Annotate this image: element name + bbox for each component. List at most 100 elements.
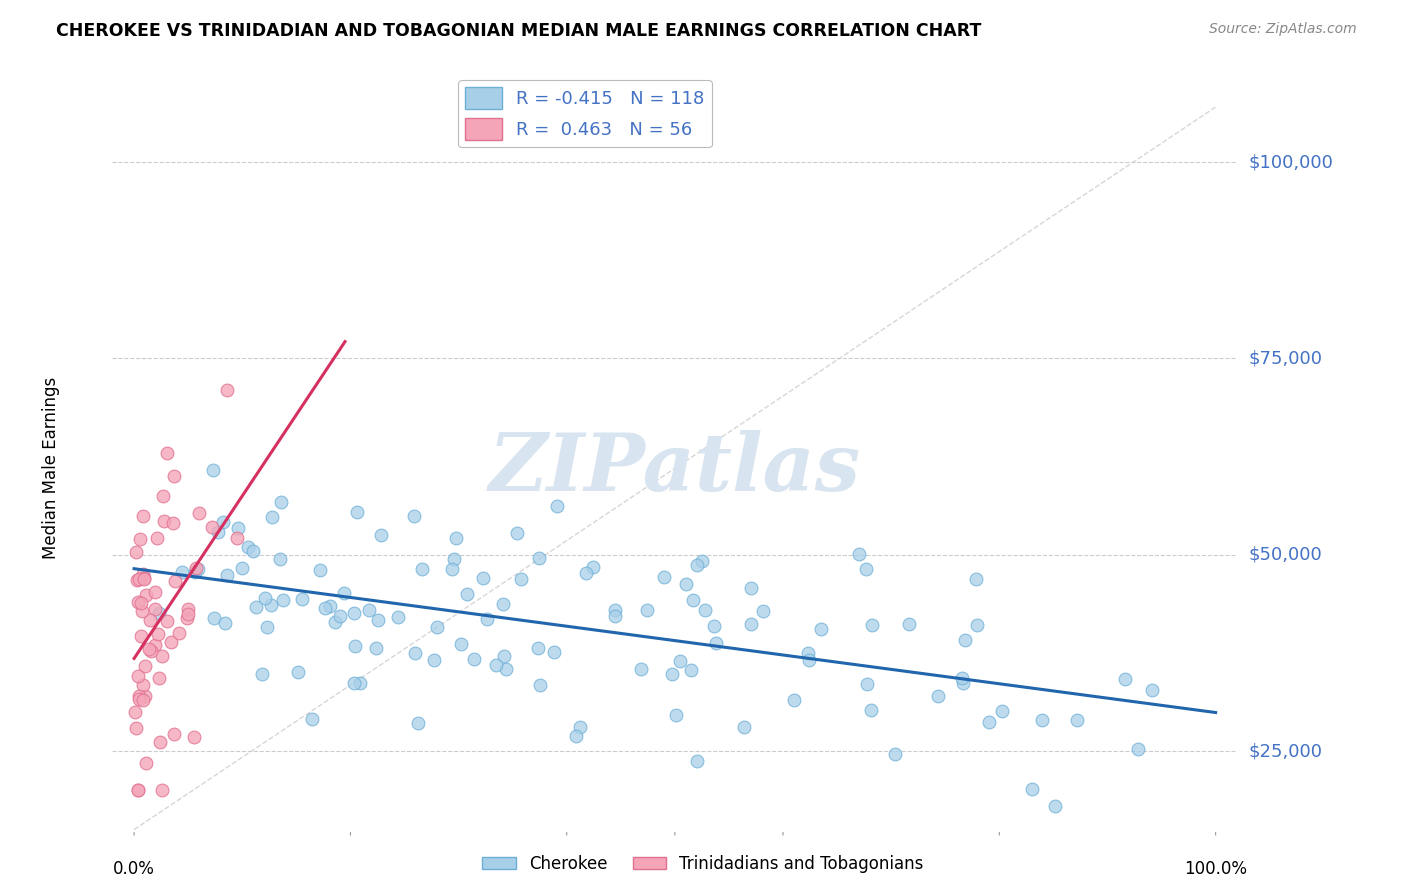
Point xyxy=(127,573,149,587)
Point xyxy=(184,561,207,575)
Point xyxy=(860,703,883,717)
Point xyxy=(346,505,368,519)
Point xyxy=(143,602,166,616)
Text: ZIPatlas: ZIPatlas xyxy=(489,430,860,507)
Point xyxy=(134,689,156,703)
Point xyxy=(156,615,179,629)
Point xyxy=(215,567,238,582)
Point xyxy=(740,617,762,632)
Point xyxy=(170,565,193,579)
Point xyxy=(991,704,1014,718)
Point xyxy=(1043,799,1066,814)
Point xyxy=(323,615,346,630)
Point xyxy=(127,595,149,609)
Point xyxy=(138,641,160,656)
Point xyxy=(669,654,692,668)
Point xyxy=(177,607,200,622)
Point xyxy=(463,652,485,666)
Point xyxy=(143,585,166,599)
Point xyxy=(679,663,702,677)
Point xyxy=(212,515,235,529)
Point xyxy=(955,633,977,648)
Point xyxy=(250,667,273,681)
Point xyxy=(529,677,551,691)
Point xyxy=(314,600,336,615)
Point xyxy=(952,676,974,690)
Point xyxy=(132,571,155,585)
Point xyxy=(131,604,153,618)
Point xyxy=(450,637,472,651)
Point xyxy=(706,635,728,649)
Point xyxy=(309,563,332,577)
Point xyxy=(125,722,148,736)
Point xyxy=(884,747,907,761)
Text: $100,000: $100,000 xyxy=(1249,153,1333,171)
Point xyxy=(291,591,314,606)
Point xyxy=(132,678,155,692)
Point xyxy=(665,707,688,722)
Point xyxy=(245,600,267,615)
Point xyxy=(236,541,259,555)
Point xyxy=(127,783,149,797)
Point xyxy=(134,658,156,673)
Point xyxy=(797,652,820,666)
Point xyxy=(139,644,162,658)
Point xyxy=(202,611,225,625)
Point xyxy=(443,552,465,566)
Point xyxy=(214,615,236,630)
Point xyxy=(510,572,533,586)
Point xyxy=(387,610,409,624)
Point xyxy=(423,653,446,667)
Point xyxy=(797,646,820,660)
Point xyxy=(546,499,568,513)
Point xyxy=(128,532,150,546)
Point xyxy=(446,531,468,545)
Point xyxy=(367,613,389,627)
Point xyxy=(146,627,169,641)
Point xyxy=(129,596,152,610)
Point xyxy=(253,591,276,606)
Point xyxy=(472,571,495,585)
Point xyxy=(527,551,550,566)
Point xyxy=(491,597,513,611)
Point xyxy=(506,526,529,541)
Text: 0.0%: 0.0% xyxy=(112,860,155,878)
Point xyxy=(492,648,515,663)
Point xyxy=(127,669,149,683)
Point xyxy=(695,603,717,617)
Point xyxy=(855,562,877,576)
Text: CHEROKEE VS TRINIDADIAN AND TOBAGONIAN MEDIAN MALE EARNINGS CORRELATION CHART: CHEROKEE VS TRINIDADIAN AND TOBAGONIAN M… xyxy=(56,22,981,40)
Point xyxy=(176,610,198,624)
Point xyxy=(733,720,755,734)
Point xyxy=(527,640,550,655)
Point xyxy=(256,620,278,634)
Point xyxy=(215,383,238,397)
Point xyxy=(150,783,173,797)
Point xyxy=(201,520,224,534)
Point xyxy=(564,729,586,743)
Point xyxy=(440,562,463,576)
Point xyxy=(675,577,697,591)
Point xyxy=(950,672,973,686)
Point xyxy=(426,620,449,634)
Point xyxy=(183,730,205,744)
Point xyxy=(690,554,713,568)
Point xyxy=(1126,742,1149,756)
Point xyxy=(207,525,229,540)
Point xyxy=(167,626,190,640)
Point xyxy=(582,559,605,574)
Point xyxy=(977,714,1000,729)
Point xyxy=(184,566,207,580)
Point xyxy=(301,712,323,726)
Point xyxy=(270,495,292,509)
Legend: Cherokee, Trinidadians and Tobagonians: Cherokee, Trinidadians and Tobagonians xyxy=(475,848,931,880)
Point xyxy=(148,606,170,620)
Point xyxy=(575,566,598,580)
Point xyxy=(685,754,707,768)
Point xyxy=(153,514,176,528)
Point xyxy=(135,588,157,602)
Text: $50,000: $50,000 xyxy=(1249,546,1322,564)
Point xyxy=(855,677,877,691)
Point xyxy=(260,510,283,524)
Point xyxy=(152,489,174,503)
